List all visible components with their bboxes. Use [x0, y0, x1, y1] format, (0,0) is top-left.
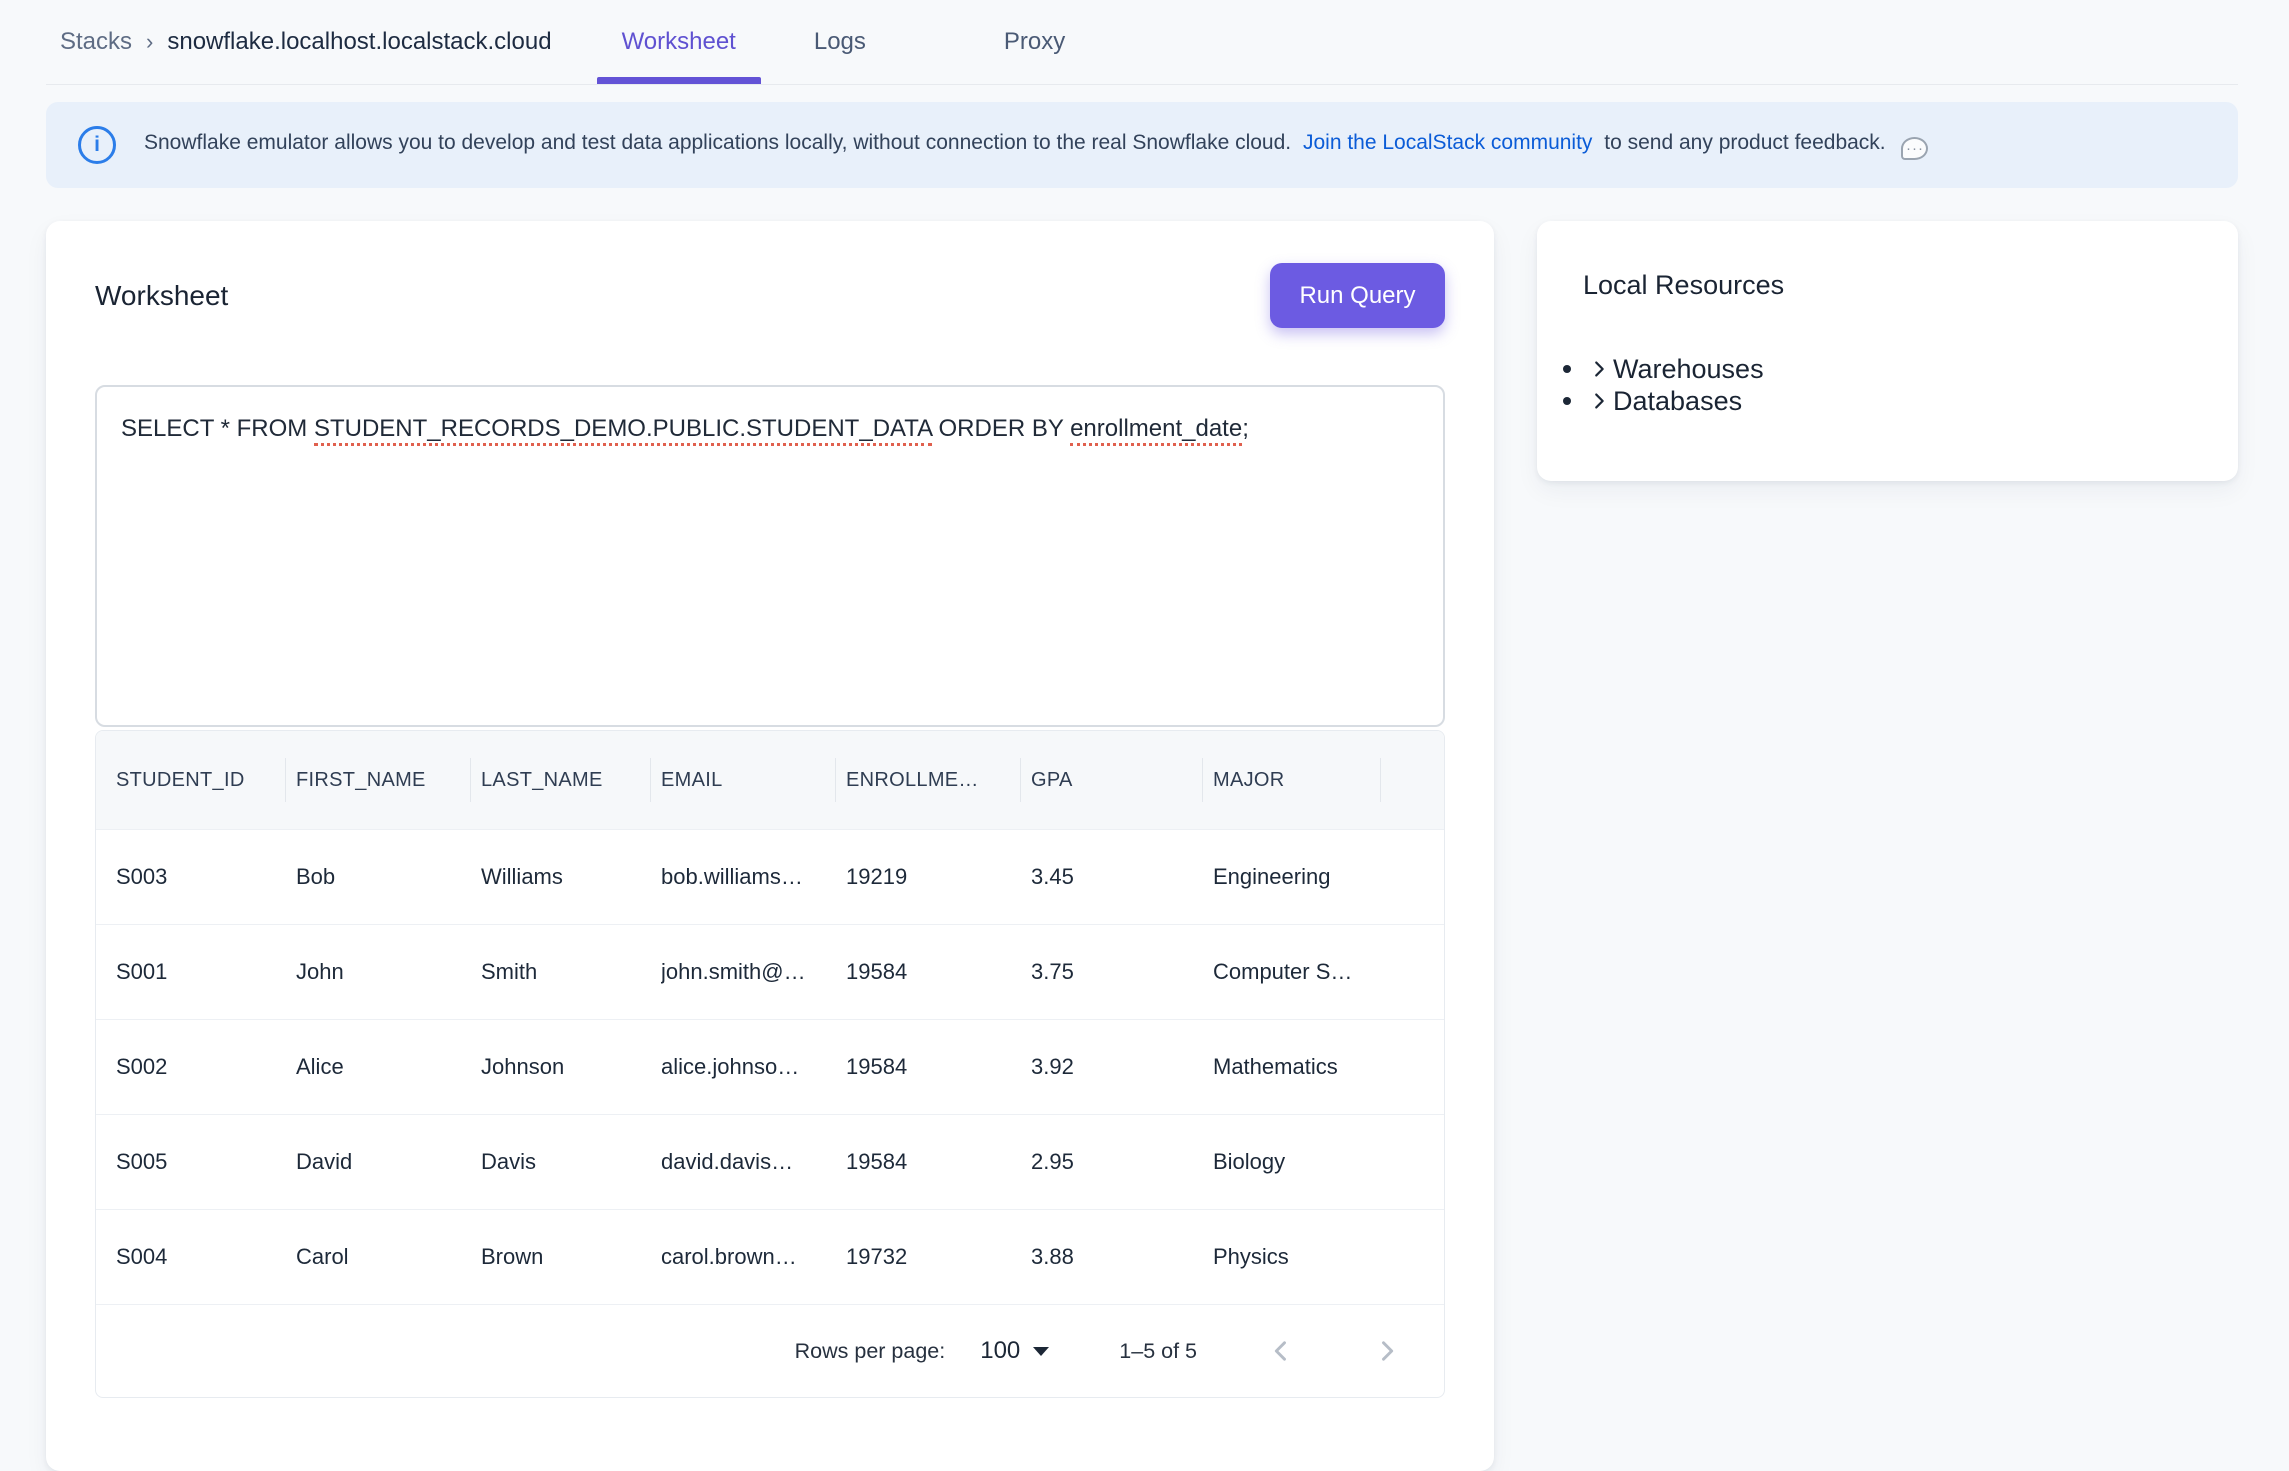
- main-content: Worksheet Run Query SELECT * FROM STUDEN…: [0, 188, 2289, 1471]
- pagination-range: 1–5 of 5: [1119, 1338, 1197, 1363]
- tree-item-databases[interactable]: Databases: [1563, 385, 2192, 417]
- rows-per-page-label: Rows per page:: [794, 1338, 946, 1363]
- dropdown-arrow-icon: [1033, 1346, 1050, 1356]
- cell-gpa: 3.92: [1031, 1054, 1074, 1079]
- cell-major: Physics: [1213, 1244, 1289, 1269]
- breadcrumb-stacks-link[interactable]: Stacks: [60, 28, 133, 55]
- sql-editor[interactable]: SELECT * FROM STUDENT_RECORDS_DEMO.PUBLI…: [95, 385, 1445, 727]
- cell-major: Biology: [1213, 1149, 1286, 1174]
- top-nav: Stacks › snowflake.localhost.localstack.…: [46, 0, 2238, 85]
- cell-email: alice.johnso…: [661, 1054, 800, 1079]
- cell-enrollment-date: 19584: [846, 1149, 908, 1174]
- table-row: S005 David Davis david.davis… 19584 2.95…: [96, 1114, 1444, 1209]
- chevron-right-icon: [1588, 358, 1610, 380]
- cell-major: Engineering: [1213, 864, 1331, 889]
- banner-text: Snowflake emulator allows you to develop…: [144, 130, 1929, 160]
- next-page-button[interactable]: [1365, 1329, 1409, 1373]
- table-row: S002 Alice Johnson alice.johnso… 19584 3…: [96, 1019, 1444, 1114]
- tree-item-label: Warehouses: [1613, 353, 1764, 384]
- banner-text-after: to send any product feedback.: [1604, 130, 1886, 154]
- bullet-icon: [1563, 397, 1571, 405]
- cell-enrollment-date: 19219: [846, 864, 908, 889]
- tab-proxy[interactable]: Proxy: [1003, 28, 1066, 55]
- local-resources-title: Local Resources: [1583, 270, 1785, 300]
- column-header-gpa: GPA: [1031, 731, 1213, 829]
- table-header-row: STUDENT_ID FIRST_NAME LAST_NAME EMAIL EN…: [96, 731, 1444, 829]
- column-header-major: MAJOR: [1213, 731, 1391, 829]
- table-row: S003 Bob Williams bob.williams… 19219 3.…: [96, 829, 1444, 924]
- rows-per-page-select[interactable]: 100: [980, 1337, 1050, 1365]
- chevron-right-icon: [1382, 1341, 1394, 1361]
- cell-enrollment-date: 19732: [846, 1244, 908, 1269]
- worksheet-title: Worksheet: [95, 279, 229, 311]
- rows-per-page-value: 100: [980, 1337, 1021, 1364]
- breadcrumb-separator-icon: ›: [146, 29, 154, 54]
- cell-first-name: David: [296, 1149, 353, 1174]
- speech-bubble-icon: ···: [1901, 136, 1929, 160]
- cell-email: bob.williams…: [661, 864, 803, 889]
- cell-last-name: Smith: [481, 959, 538, 984]
- cell-student-id: S001: [116, 959, 168, 984]
- table-row: S001 John Smith john.smith@… 19584 3.75 …: [96, 924, 1444, 1019]
- run-query-button[interactable]: Run Query: [1270, 263, 1445, 328]
- cell-email: david.davis…: [661, 1149, 794, 1174]
- cell-student-id: S005: [116, 1149, 168, 1174]
- cell-student-id: S004: [116, 1244, 168, 1269]
- cell-gpa: 3.45: [1031, 864, 1074, 889]
- cell-student-id: S003: [116, 864, 168, 889]
- cell-student-id: S002: [116, 1054, 168, 1079]
- cell-enrollment-date: 19584: [846, 959, 908, 984]
- cell-first-name: Carol: [296, 1244, 349, 1269]
- cell-last-name: Williams: [481, 864, 563, 889]
- breadcrumb: Stacks › snowflake.localhost.localstack.…: [60, 28, 552, 56]
- results-table: STUDENT_ID FIRST_NAME LAST_NAME EMAIL EN…: [95, 730, 1445, 1398]
- cell-gpa: 3.88: [1031, 1244, 1074, 1269]
- chevron-left-icon: [1274, 1341, 1286, 1361]
- column-header-student-id: STUDENT_ID: [116, 731, 296, 829]
- column-header-last-name: LAST_NAME: [481, 731, 661, 829]
- cell-enrollment-date: 19584: [846, 1054, 908, 1079]
- worksheet-panel: Worksheet Run Query SELECT * FROM STUDEN…: [46, 221, 1494, 1471]
- worksheet-header: Worksheet Run Query: [95, 263, 1445, 328]
- cell-major: Computer S…: [1213, 959, 1353, 984]
- tab-bar: Worksheet Logs Proxy: [596, 0, 1091, 84]
- previous-page-button[interactable]: [1259, 1329, 1303, 1373]
- column-header-email: EMAIL: [661, 731, 846, 829]
- chevron-right-icon: [1588, 390, 1610, 412]
- local-resources-panel: Local Resources Warehouses Databases: [1537, 221, 2238, 481]
- info-banner: i Snowflake emulator allows you to devel…: [46, 102, 2238, 188]
- table-row: S004 Carol Brown carol.brown… 19732 3.88…: [96, 1209, 1444, 1304]
- sql-table-identifier: STUDENT_RECORDS_DEMO.PUBLIC.STUDENT_DATA: [313, 415, 932, 446]
- column-header-enrollment-date: ENROLLME…: [846, 731, 1031, 829]
- sql-text: SELECT * FROM: [121, 415, 314, 442]
- cell-gpa: 3.75: [1031, 959, 1074, 984]
- banner-text-before: Snowflake emulator allows you to develop…: [144, 130, 1292, 154]
- cell-first-name: Bob: [296, 864, 336, 889]
- resources-tree: Warehouses Databases: [1563, 353, 2192, 417]
- bullet-icon: [1563, 365, 1571, 373]
- cell-last-name: Johnson: [481, 1054, 565, 1079]
- table-pagination: Rows per page: 100 1–5 of 5: [96, 1304, 1444, 1397]
- column-header-first-name: FIRST_NAME: [296, 731, 481, 829]
- cell-last-name: Brown: [481, 1244, 544, 1269]
- localstack-community-link[interactable]: Join the LocalStack community: [1302, 130, 1593, 154]
- cell-gpa: 2.95: [1031, 1149, 1074, 1174]
- tree-item-label: Databases: [1613, 385, 1743, 416]
- cell-email: john.smith@…: [661, 959, 806, 984]
- cell-last-name: Davis: [481, 1149, 537, 1174]
- column-header-filler: [1391, 731, 1444, 829]
- cell-email: carol.brown…: [661, 1244, 797, 1269]
- tree-item-warehouses[interactable]: Warehouses: [1563, 353, 2192, 385]
- sql-text: ORDER BY: [931, 415, 1071, 442]
- tab-logs[interactable]: Logs: [813, 28, 866, 55]
- cell-major: Mathematics: [1213, 1054, 1338, 1079]
- cell-first-name: John: [296, 959, 344, 984]
- info-icon: i: [78, 126, 116, 164]
- breadcrumb-current-stack: snowflake.localhost.localstack.cloud: [167, 28, 552, 55]
- sql-text: ;: [1242, 415, 1249, 442]
- sql-column-identifier: enrollment_date: [1070, 415, 1243, 446]
- tab-worksheet[interactable]: Worksheet: [596, 0, 762, 84]
- cell-first-name: Alice: [296, 1054, 344, 1079]
